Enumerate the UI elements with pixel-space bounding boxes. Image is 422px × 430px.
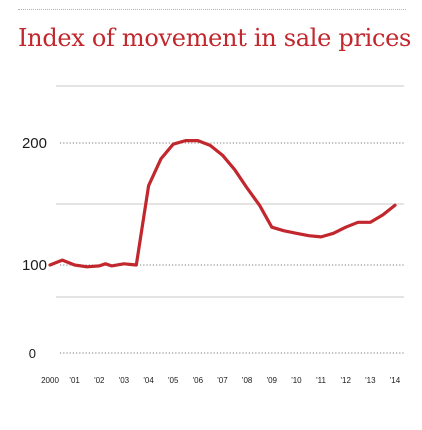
x-tick-label: '11 — [316, 376, 326, 385]
x-tick-label: '13 — [365, 376, 376, 385]
x-tick-label: '04 — [143, 376, 154, 385]
x-tick-label: '12 — [340, 376, 351, 385]
y-tick-label: 200 — [22, 135, 47, 152]
grid-lines — [56, 85, 404, 354]
series-layer — [48, 139, 397, 269]
chart-title: Index of movement in sale prices — [18, 24, 412, 52]
series-line — [48, 139, 397, 269]
x-tick-label: '14 — [390, 376, 401, 385]
x-tick-label: 2000 — [41, 376, 59, 385]
x-tick-label: '08 — [242, 376, 253, 385]
x-tick-label: '03 — [119, 376, 130, 385]
x-tick-labels: 2000 '01 '02 '03 '04 '05 '06 '07 '08 '09 '10 '11 '12… — [41, 376, 401, 385]
x-tick-label: '02 — [94, 376, 105, 385]
x-tick-label: '10 — [291, 376, 302, 385]
title-top-rule — [18, 9, 406, 10]
x-tick-label: '01 — [69, 376, 80, 385]
y-tick-label: 0 — [29, 346, 36, 361]
x-tick-label: '07 — [217, 376, 228, 385]
x-tick-label: '09 — [267, 376, 278, 385]
y-tick-labels: 0 100 200 — [22, 135, 47, 361]
x-tick-label: '05 — [168, 376, 179, 385]
y-tick-label: 100 — [22, 257, 47, 274]
x-tick-label: '06 — [193, 376, 204, 385]
